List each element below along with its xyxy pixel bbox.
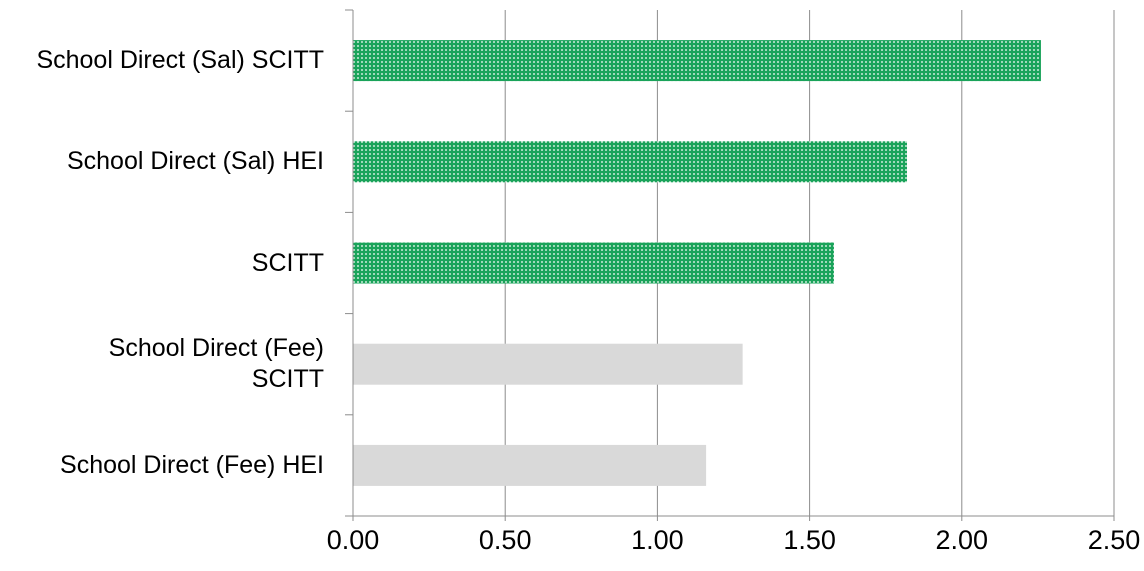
category-label-1: School Direct (Sal) HEI (66, 147, 324, 176)
bar-0 (353, 40, 1041, 82)
x-tick-label-1: 0.50 (478, 525, 532, 555)
bars (353, 40, 1041, 486)
bar-4 (353, 444, 707, 486)
bar-1 (353, 141, 908, 183)
category-label-4: School Direct (Fee) HEI (60, 450, 324, 479)
x-tick-label-5: 2.50 (1087, 525, 1141, 555)
x-tick-label-4: 2.00 (935, 525, 989, 555)
bar-3 (353, 343, 743, 385)
category-label-0: School Direct (Sal) SCITT (36, 46, 324, 75)
x-tick-label-3: 1.50 (783, 525, 836, 555)
x-tick-label-2: 1.00 (631, 525, 684, 555)
bar-2 (353, 242, 834, 284)
x-tick-label-0: 0.00 (326, 525, 380, 555)
y-axis (345, 9, 1114, 517)
category-label-3: School Direct (Fee) SCITT (108, 334, 324, 394)
category-label-2: SCITT (251, 248, 324, 277)
